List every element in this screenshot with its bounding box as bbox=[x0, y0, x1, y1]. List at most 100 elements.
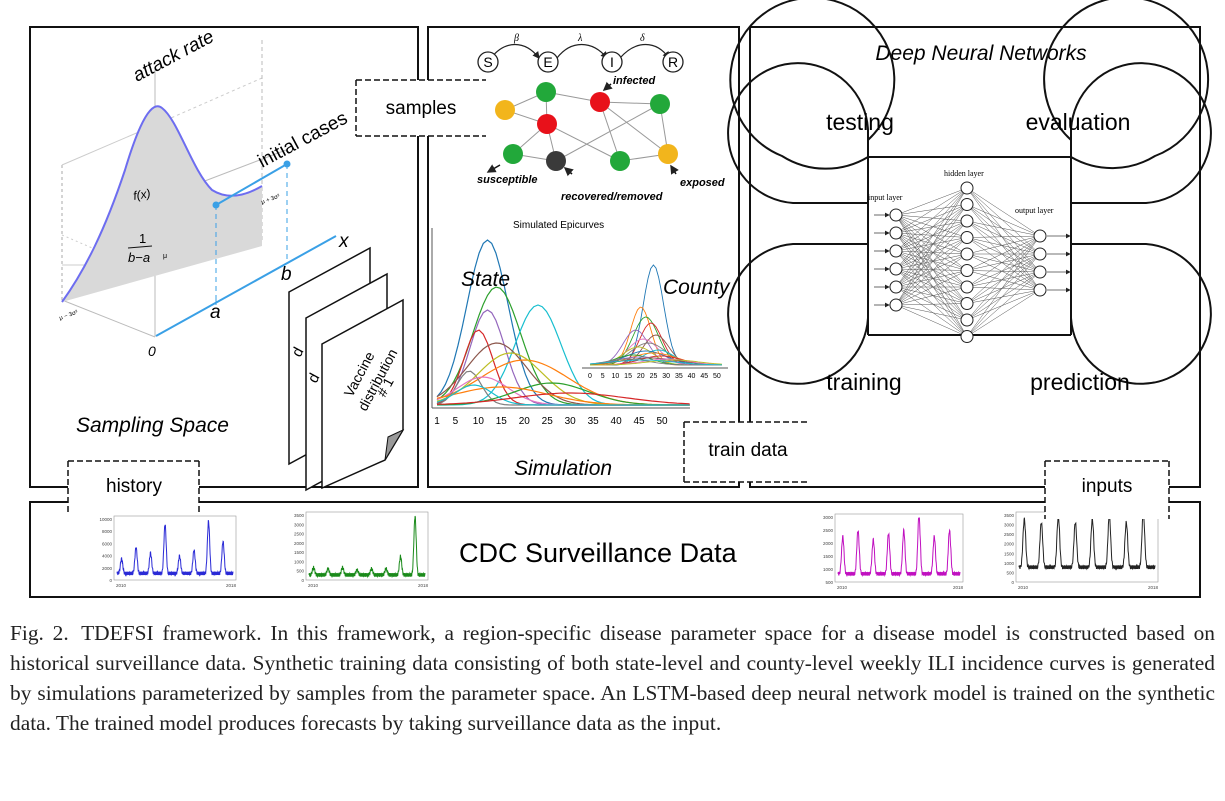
cdc-y-tick: 500 bbox=[1006, 570, 1014, 575]
state-x-tick: 10 bbox=[473, 416, 485, 427]
cdc-mini-chart: 10000 8000 6000 4000 2000 0 2010 2018 bbox=[99, 515, 237, 588]
cdc-y-tick: 1000 bbox=[294, 559, 305, 564]
output-neuron bbox=[1033, 283, 1047, 297]
state-x-tick: 40 bbox=[611, 416, 623, 427]
hidden-neuron bbox=[960, 231, 974, 244]
state-label: State bbox=[461, 268, 510, 291]
cdc-panel: CDC Surveillance Data 100008000600040002… bbox=[29, 501, 1201, 598]
cdc-y-tick: 2000 bbox=[294, 541, 305, 546]
initial-cases-segment bbox=[215, 163, 288, 206]
hidden-neuron bbox=[960, 198, 974, 211]
samples-label: samples bbox=[386, 98, 457, 119]
neural-network bbox=[874, 181, 1071, 343]
county-curve bbox=[589, 358, 722, 366]
state-x-tick: 25 bbox=[542, 416, 554, 427]
cdc-series-line bbox=[116, 519, 234, 577]
cdc-series-line bbox=[308, 515, 426, 579]
beta-label: β bbox=[513, 33, 519, 44]
hidden-neuron bbox=[960, 264, 974, 277]
epicurves-plot-title: Simulated Epicurves bbox=[513, 220, 604, 231]
samples-connector: samples bbox=[355, 79, 486, 137]
cdc-y-tick: 4000 bbox=[102, 554, 113, 559]
input-neuron bbox=[889, 244, 903, 258]
county-curves bbox=[589, 264, 723, 366]
county-x-tick: 30 bbox=[662, 373, 670, 380]
cdc-y-tick: 1500 bbox=[1004, 551, 1015, 556]
seir-e-label: E bbox=[543, 54, 552, 70]
mu-label: μ bbox=[163, 253, 167, 260]
seir-r-node bbox=[662, 51, 684, 73]
cdc-y-tick: 1000 bbox=[1004, 561, 1015, 566]
input-layer-label: input layer bbox=[868, 193, 903, 202]
origin-label: 0 bbox=[148, 343, 156, 359]
county-curve bbox=[589, 359, 722, 366]
county-epicurves-plot: 0 5 10 15 20 25 30 35 40 45 50 bbox=[582, 264, 728, 380]
hidden-neuron bbox=[960, 297, 974, 310]
nn-connections bbox=[895, 187, 1041, 337]
county-x-tick: 40 bbox=[688, 373, 696, 380]
input-neuron bbox=[889, 262, 903, 276]
county-x-tick: 15 bbox=[624, 373, 632, 380]
hidden-neuron bbox=[960, 247, 974, 261]
history-label: history bbox=[106, 476, 162, 497]
cdc-panel-border bbox=[29, 501, 1201, 598]
hidden-neuron bbox=[960, 214, 974, 228]
simulation-panel: S E I R β λ δ bbox=[427, 26, 740, 488]
cdc-mini-chart: 3500 3000 2500 2000 1500 1000 500 0 2010 2018 bbox=[1004, 511, 1159, 590]
cdc-x-start: 2010 bbox=[837, 585, 848, 590]
train-data-label: train data bbox=[708, 440, 788, 461]
dnn-panel: Deep Neural Networks testing evaluation … bbox=[727, 0, 1212, 488]
vaccine-document-stack: d d Vaccine distribution # 1 bbox=[288, 246, 405, 492]
seir-model: S E I R β λ δ bbox=[477, 33, 684, 73]
sampling-space-panel: attack rate initial cases f(x) 1 b−a μ μ… bbox=[29, 26, 419, 492]
cdc-y-tick: 2500 bbox=[1004, 532, 1015, 537]
input-neuron bbox=[889, 298, 903, 312]
input-neuron bbox=[889, 280, 903, 294]
seir-e-node bbox=[537, 51, 559, 73]
cdc-y-tick: 2000 bbox=[823, 541, 834, 546]
cdc-y-tick: 3000 bbox=[823, 515, 834, 520]
output-neuron bbox=[1033, 265, 1047, 279]
state-curves bbox=[436, 239, 690, 406]
node-susceptible-3 bbox=[503, 144, 523, 164]
input-neuron bbox=[889, 226, 903, 240]
node-infected-2 bbox=[590, 92, 610, 112]
state-x-tick: 20 bbox=[519, 416, 531, 427]
cdc-x-end: 2018 bbox=[226, 583, 237, 588]
cdc-y-tick: 3500 bbox=[1004, 513, 1015, 518]
county-curve bbox=[590, 359, 723, 366]
recovered-label: recovered/removed bbox=[561, 191, 663, 203]
hidden-neuron bbox=[960, 280, 974, 294]
node-infected-1 bbox=[537, 114, 557, 134]
x-axis-segment bbox=[155, 235, 337, 337]
cdc-y-tick: 0 bbox=[1011, 580, 1014, 585]
distribution-curve bbox=[61, 105, 263, 303]
cdc-mini-chart: 3500 3000 2500 2000 1500 1000 500 0 2010 2018 bbox=[294, 511, 429, 588]
history-connector: history bbox=[67, 460, 200, 513]
node-susceptible-1 bbox=[536, 82, 556, 102]
node-susceptible-4 bbox=[610, 151, 630, 171]
county-x-tick: 0 bbox=[588, 373, 592, 380]
cdc-y-tick: 2000 bbox=[102, 566, 113, 571]
seir-i-label: I bbox=[610, 54, 614, 70]
sampling-space-title: Sampling Space bbox=[76, 414, 229, 437]
county-x-tick: 35 bbox=[675, 373, 683, 380]
frac-numerator: 1 bbox=[139, 231, 146, 246]
state-x-tick: 1 bbox=[434, 416, 440, 427]
caption-text: TDEFSI framework. In this framework, a r… bbox=[10, 621, 1215, 735]
county-x-ticks: 0 5 10 15 20 25 30 35 40 45 50 bbox=[588, 373, 721, 380]
cdc-y-tick: 1500 bbox=[823, 554, 834, 559]
cdc-y-tick: 1500 bbox=[294, 550, 305, 555]
state-curve bbox=[436, 384, 690, 406]
dnn-lobes-outline bbox=[729, 0, 1210, 290]
cdc-series-line bbox=[837, 517, 961, 578]
contact-network: infected susceptible recovered/removed e… bbox=[477, 75, 725, 203]
cdc-y-tick: 10000 bbox=[99, 517, 112, 522]
cdc-y-tick: 8000 bbox=[102, 529, 113, 534]
county-x-tick: 5 bbox=[601, 373, 605, 380]
cdc-x-start: 2010 bbox=[1018, 585, 1029, 590]
input-neuron bbox=[889, 208, 903, 222]
simulation-title: Simulation bbox=[514, 457, 612, 480]
output-neuron bbox=[1033, 247, 1047, 261]
